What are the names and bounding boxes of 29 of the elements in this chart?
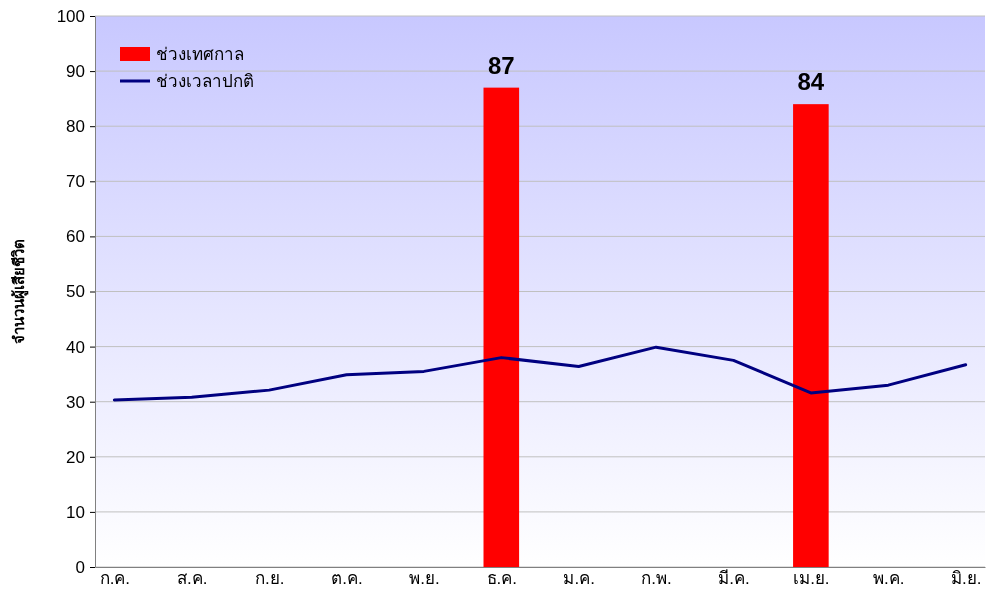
x-tick-label: มี.ค. xyxy=(718,569,750,588)
data-label: 87 xyxy=(487,51,515,79)
x-tick-label: ม.ค. xyxy=(563,569,595,588)
y-tick-label: 0 xyxy=(75,557,85,577)
legend-label: ช่วงเทศกาล xyxy=(156,45,244,64)
x-tick-label: ก.ค. xyxy=(99,569,131,588)
y-tick-label: 80 xyxy=(66,117,85,137)
y-tick-label: 40 xyxy=(66,337,85,357)
y-tick-label: 60 xyxy=(66,227,85,247)
data-label: 84 xyxy=(797,68,825,96)
y-tick-label: 30 xyxy=(66,392,85,412)
y-axis-title: จำนวนผู้เสียชีวิต xyxy=(10,239,29,344)
y-tick-label: 90 xyxy=(66,62,85,82)
x-tick-label: ต.ค. xyxy=(331,569,363,588)
y-tick-label: 100 xyxy=(56,6,85,26)
x-tick-label: มิ.ย. xyxy=(950,569,982,588)
x-tick-label: พ.ค. xyxy=(873,569,905,588)
x-tick-label: ส.ค. xyxy=(177,569,208,588)
y-tick-label: 70 xyxy=(66,172,85,192)
x-tick-label: ก.พ. xyxy=(641,569,672,588)
legend-label: ช่วงเวลาปกติ xyxy=(156,72,254,91)
x-tick-label: ก.ย. xyxy=(254,569,285,588)
x-tick-label: พ.ย. xyxy=(409,569,440,588)
x-tick-label: เม.ย. xyxy=(793,569,830,588)
y-tick-label: 10 xyxy=(66,502,85,522)
y-tick-label: 20 xyxy=(66,447,85,467)
line-series xyxy=(112,345,968,402)
y-tick-label: 50 xyxy=(66,282,85,302)
x-tick-label: ธ.ค. xyxy=(486,569,518,588)
